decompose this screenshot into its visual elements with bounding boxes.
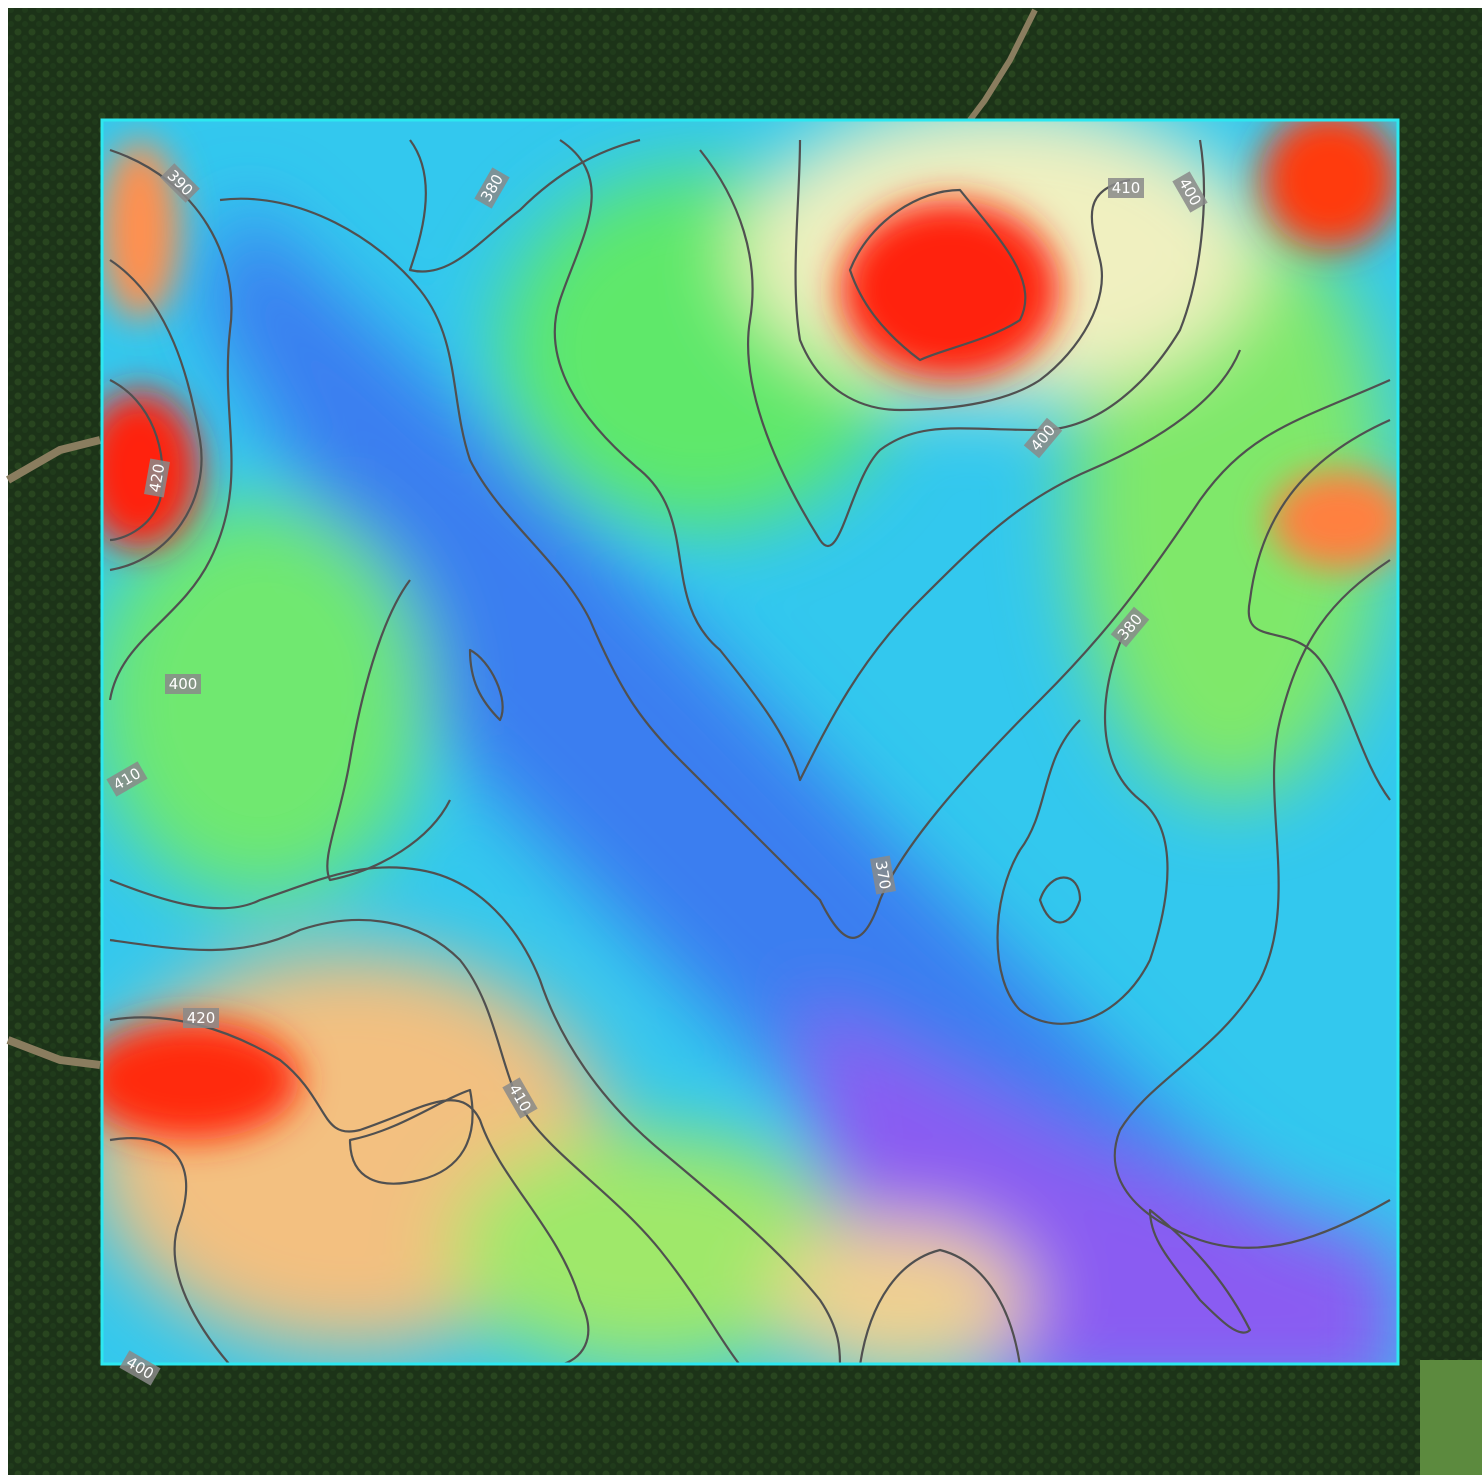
field xyxy=(1420,1360,1482,1475)
label-background xyxy=(183,1008,219,1028)
label-background xyxy=(165,674,201,694)
elevation-surface xyxy=(102,120,1398,1364)
label-background xyxy=(1023,417,1063,459)
label-background xyxy=(1110,606,1150,648)
dirt-road xyxy=(6,436,101,484)
contour-label: 420 xyxy=(183,1008,219,1028)
contour-label: 380 xyxy=(1110,606,1150,648)
contour-label: 400 xyxy=(165,674,201,694)
label-background xyxy=(474,167,510,209)
dirt-road xyxy=(6,1036,101,1069)
label-background xyxy=(502,1077,538,1119)
label-background xyxy=(1172,171,1208,213)
label-background xyxy=(160,163,200,203)
contour-label-text: 420 xyxy=(146,462,169,493)
contour-label-text: 400 xyxy=(169,675,198,693)
contour-label: 370 xyxy=(870,855,896,895)
contour-label-text: 410 xyxy=(1112,179,1141,197)
dirt-road xyxy=(967,8,1038,122)
contour-lines xyxy=(108,138,1391,1364)
label-background xyxy=(106,761,148,797)
contour-label-text: 370 xyxy=(872,859,895,890)
label-background xyxy=(119,1350,161,1386)
label-background xyxy=(870,855,896,895)
contour-label-text: 420 xyxy=(187,1009,216,1027)
contour-label: 410 xyxy=(1108,178,1144,198)
contour-label: 420 xyxy=(144,458,170,498)
survey-boundary xyxy=(100,118,1400,1366)
label-background xyxy=(144,458,170,498)
label-background xyxy=(1108,178,1144,198)
